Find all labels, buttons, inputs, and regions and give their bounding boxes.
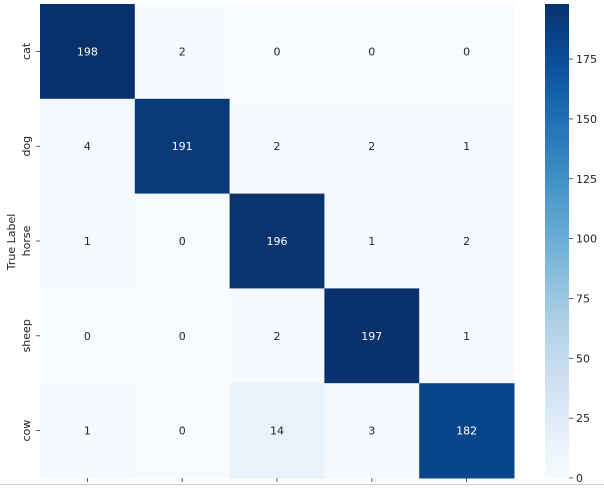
y-axis-ticks: cat dog horse sheep cow <box>20 42 40 441</box>
cell-value-label: 1 <box>84 235 91 248</box>
cell-value-label: 1 <box>463 140 470 153</box>
window-bottom-edge <box>0 484 604 504</box>
heatmap-cell <box>419 98 515 195</box>
cell-value-label: 1 <box>368 235 375 248</box>
colorbar-tick-label: 0 <box>576 472 583 485</box>
cell-value-label: 0 <box>179 330 186 343</box>
heatmap-cell <box>40 193 136 289</box>
heatmap-cell-labels: 198 2 0 0 0 4 191 2 2 1 1 0 196 1 2 0 0 2 197 1 1 0 14 3 182 <box>77 45 477 437</box>
colorbar-tick-label: 150 <box>576 113 597 126</box>
heatmap-cell <box>134 98 231 195</box>
heatmap-cell <box>324 288 420 384</box>
heatmap-cell <box>40 4 136 100</box>
y-tick-label: cow <box>20 420 33 442</box>
heatmap-cells <box>40 4 515 479</box>
heatmap-cell <box>419 4 515 100</box>
colorbar-tick-label: 25 <box>576 412 590 425</box>
heatmap-cell <box>40 383 136 479</box>
colorbar <box>545 4 569 478</box>
cell-value-label: 0 <box>179 425 186 438</box>
colorbar-tick-label: 50 <box>576 352 590 365</box>
cell-value-label: 191 <box>172 140 193 153</box>
heatmap-cell <box>419 288 515 384</box>
y-tick-label: horse <box>20 225 33 256</box>
cell-value-label: 0 <box>179 235 186 248</box>
cell-value-label: 4 <box>84 140 91 153</box>
heatmap-cell <box>40 288 136 384</box>
cell-value-label: 2 <box>274 330 281 343</box>
heatmap-cell <box>229 288 325 384</box>
heatmap-cell <box>324 98 420 195</box>
colorbar-ticks: 0 25 50 75 100 125 150 175 <box>569 53 597 485</box>
y-tick-label: dog <box>20 136 33 157</box>
heatmap-cell <box>324 4 420 100</box>
heatmap-cell <box>134 193 231 289</box>
heatmap-cell <box>324 383 420 479</box>
heatmap-cell <box>229 4 325 100</box>
heatmap-cell <box>229 98 325 195</box>
colorbar-tick-label: 100 <box>576 233 597 246</box>
y-axis-label: True Label <box>5 214 18 272</box>
heatmap-cell <box>134 383 231 479</box>
cell-value-label: 2 <box>368 140 375 153</box>
cell-value-label: 197 <box>361 330 382 343</box>
cell-value-label: 0 <box>84 330 91 343</box>
heatmap-cell <box>229 383 325 479</box>
colorbar-tick-label: 75 <box>576 292 590 305</box>
y-tick-label: sheep <box>20 319 33 352</box>
heatmap-cell <box>419 193 515 289</box>
cell-value-label: 14 <box>270 425 284 438</box>
cell-value-label: 2 <box>274 140 281 153</box>
colorbar-tick-label: 175 <box>576 53 597 66</box>
cell-value-label: 182 <box>456 425 477 438</box>
heatmap-cell <box>419 383 515 479</box>
cell-value-label: 0 <box>274 45 281 58</box>
cell-value-label: 0 <box>463 45 470 58</box>
colorbar-tick-label: 125 <box>576 173 597 186</box>
cell-value-label: 0 <box>368 45 375 58</box>
y-tick-label: cat <box>20 42 33 60</box>
cell-value-label: 3 <box>368 425 375 438</box>
heatmap-cell <box>229 193 325 289</box>
cell-value-label: 1 <box>84 425 91 438</box>
heatmap-cell <box>134 4 231 100</box>
heatmap-cell <box>40 98 136 195</box>
heatmap-cell <box>134 288 231 384</box>
cell-value-label: 2 <box>179 45 186 58</box>
heatmap-cell <box>324 193 420 289</box>
cell-value-label: 2 <box>463 235 470 248</box>
cell-value-label: 1 <box>463 330 470 343</box>
cell-value-label: 198 <box>77 45 98 58</box>
cell-value-label: 196 <box>267 235 288 248</box>
